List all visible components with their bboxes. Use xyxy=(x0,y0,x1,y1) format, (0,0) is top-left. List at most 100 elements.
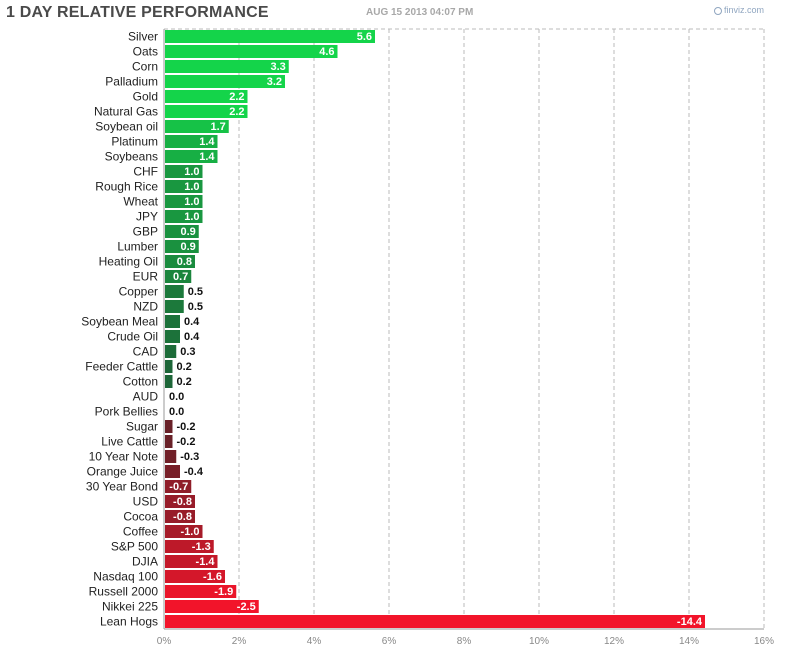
category-label: Orange Juice xyxy=(87,465,159,479)
bar[interactable] xyxy=(165,255,195,268)
timestamp: AUG 15 2013 04:07 PM xyxy=(366,7,474,18)
category-label: Russell 2000 xyxy=(89,585,159,599)
bar[interactable] xyxy=(165,195,203,208)
data-label: -0.8 xyxy=(173,511,192,523)
category-label: Cotton xyxy=(123,375,158,389)
category-label: Nasdaq 100 xyxy=(93,570,158,584)
bar[interactable] xyxy=(165,585,237,598)
category-label: Pork Bellies xyxy=(95,405,158,419)
bar[interactable] xyxy=(165,435,173,448)
x-tick-label: 4% xyxy=(307,636,322,647)
bar[interactable] xyxy=(165,180,203,193)
data-label: 0.9 xyxy=(180,241,195,253)
bar[interactable] xyxy=(165,60,289,73)
bar[interactable] xyxy=(165,450,177,463)
bar[interactable] xyxy=(165,360,173,373)
x-tick-label: 10% xyxy=(529,636,549,647)
data-label: 4.6 xyxy=(319,46,334,58)
data-label: 2.2 xyxy=(229,106,244,118)
bar[interactable] xyxy=(165,420,173,433)
data-label: -1.9 xyxy=(214,586,233,598)
bar[interactable] xyxy=(165,315,180,328)
data-label: -0.2 xyxy=(177,421,196,433)
bar[interactable] xyxy=(165,465,180,478)
category-label: Sugar xyxy=(126,420,158,434)
category-label: Soybeans xyxy=(105,150,158,164)
bar[interactable] xyxy=(165,30,375,43)
bar-layer xyxy=(165,30,705,628)
bar[interactable] xyxy=(165,135,218,148)
bar[interactable] xyxy=(165,225,199,238)
bar[interactable] xyxy=(165,615,705,628)
data-label: -0.2 xyxy=(177,436,196,448)
data-label: 0.3 xyxy=(180,346,195,358)
category-label: AUD xyxy=(133,390,159,404)
bar[interactable] xyxy=(165,330,180,343)
category-label: NZD xyxy=(133,300,158,314)
bar[interactable] xyxy=(165,90,248,103)
category-label: S&P 500 xyxy=(111,540,158,554)
category-label: 10 Year Note xyxy=(89,450,159,464)
bar[interactable] xyxy=(165,570,225,583)
bar[interactable] xyxy=(165,345,177,358)
bar[interactable] xyxy=(165,480,192,493)
category-label: Palladium xyxy=(105,75,158,89)
chart-title: 1 DAY RELATIVE PERFORMANCE xyxy=(6,4,269,21)
category-label: Natural Gas xyxy=(94,105,158,119)
brand-label: finviz.com xyxy=(724,5,765,15)
category-label: Wheat xyxy=(123,195,158,209)
bar[interactable] xyxy=(165,165,203,178)
data-label: 0.4 xyxy=(184,316,200,328)
category-label: Oats xyxy=(133,45,158,59)
label-layer: Silver 5.6 Oats 4.6 Corn 3.3 Palladium 3.2 Gold 2… xyxy=(81,30,703,629)
bar[interactable] xyxy=(165,270,192,283)
data-label: 1.0 xyxy=(184,181,199,193)
bar[interactable] xyxy=(165,150,218,163)
bar[interactable] xyxy=(165,285,184,298)
data-label: 5.6 xyxy=(357,31,372,43)
x-axis: 0% 2% 4% 6% 8% 10% 12% 14% 16% xyxy=(157,636,774,647)
data-label: -14.4 xyxy=(677,616,703,628)
data-label: -0.7 xyxy=(169,481,188,493)
bar[interactable] xyxy=(165,45,338,58)
x-tick-label: 12% xyxy=(604,636,624,647)
bar[interactable] xyxy=(165,525,203,538)
data-label: 1.7 xyxy=(210,121,225,133)
data-label: 0.5 xyxy=(188,301,203,313)
data-label: 1.4 xyxy=(199,151,215,163)
data-label: -1.6 xyxy=(203,571,222,583)
category-label: Coffee xyxy=(123,525,158,539)
data-label: -1.3 xyxy=(192,541,211,553)
brand-link[interactable]: finviz.com xyxy=(714,5,764,15)
bar[interactable] xyxy=(165,240,199,253)
bar[interactable] xyxy=(165,510,195,523)
category-label: CHF xyxy=(133,165,158,179)
data-label: 0.5 xyxy=(188,286,203,298)
data-label: 1.0 xyxy=(184,196,199,208)
category-label: DJIA xyxy=(132,555,158,569)
data-label: 0.2 xyxy=(177,376,192,388)
bar[interactable] xyxy=(165,75,285,88)
data-label: -0.8 xyxy=(173,496,192,508)
bar[interactable] xyxy=(165,540,214,553)
data-label: 0.9 xyxy=(180,226,195,238)
category-label: CAD xyxy=(133,345,159,359)
data-label: 0.2 xyxy=(177,361,192,373)
bar[interactable] xyxy=(165,555,218,568)
category-label: 30 Year Bond xyxy=(86,480,158,494)
search-icon xyxy=(714,6,722,15)
data-label: 0.8 xyxy=(177,256,192,268)
bar[interactable] xyxy=(165,210,203,223)
x-tick-label: 14% xyxy=(679,636,699,647)
bar[interactable] xyxy=(165,105,248,118)
data-label: 3.3 xyxy=(270,61,285,73)
data-label: 0.7 xyxy=(173,271,188,283)
bar[interactable] xyxy=(165,300,184,313)
data-label: 1.0 xyxy=(184,166,199,178)
x-tick-label: 2% xyxy=(232,636,247,647)
bar[interactable] xyxy=(165,600,259,613)
x-tick-label: 6% xyxy=(382,636,397,647)
bar[interactable] xyxy=(165,495,195,508)
bar[interactable] xyxy=(165,120,229,133)
bar[interactable] xyxy=(165,375,173,388)
